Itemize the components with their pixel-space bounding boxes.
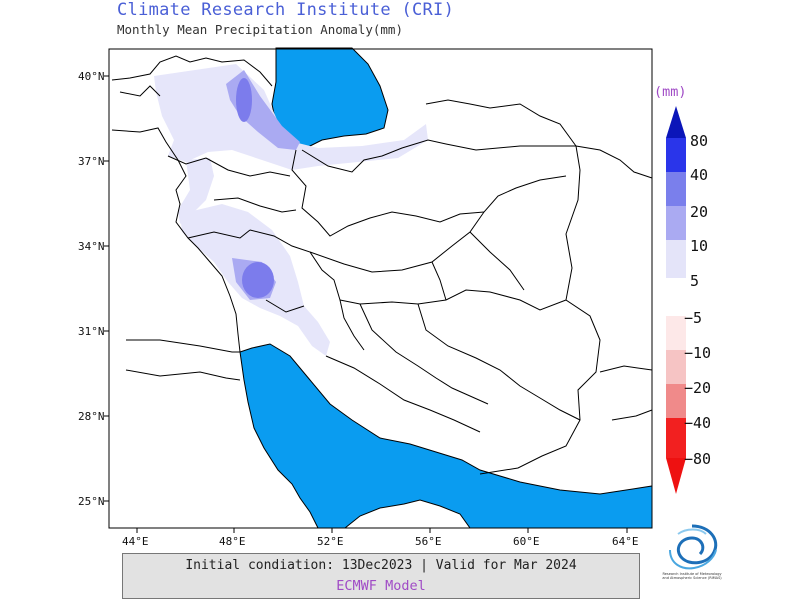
tick-marks	[104, 75, 628, 533]
lat-label-40: 40°N	[78, 70, 105, 83]
model-name: ECMWF Model	[336, 578, 426, 594]
lon-label-48: 48°E	[219, 535, 246, 548]
lat-label-34: 34°N	[78, 240, 105, 253]
colorbar-seg-10	[666, 240, 686, 278]
caspian-sea	[271, 47, 389, 151]
colorbar-label-80: 80	[690, 132, 709, 150]
colorbar-seg-neg20	[666, 384, 686, 418]
forecast-info-box: Initial condiation: 13Dec2023 | Valid fo…	[122, 553, 640, 599]
lon-label-44: 44°E	[122, 535, 149, 548]
lon-label-64: 64°E	[612, 535, 639, 548]
colorbar-label-neg5: −5	[684, 309, 703, 327]
colorbar-label-5: 5	[690, 272, 700, 290]
colorbar-seg-80	[666, 138, 686, 172]
lat-label-25: 25°N	[78, 495, 105, 508]
colorbar-seg-neg5	[666, 316, 686, 350]
map-frame	[108, 48, 653, 529]
colorbar-label-neg80: −80	[684, 450, 712, 468]
lat-label-31: 31°N	[78, 325, 105, 338]
colorbar-seg-neg40	[666, 418, 686, 458]
colorbar-bottom-triangle	[666, 458, 686, 494]
institute-logo: Research Institute of Meteorology and At…	[660, 520, 724, 594]
colorbar-label-40: 40	[690, 166, 709, 184]
colorbar-label-neg40: −40	[684, 414, 712, 432]
colorbar-seg-neg10	[666, 350, 686, 384]
logo-caption: Research Institute of Meteorology and At…	[662, 572, 722, 580]
colorbar-label-neg10: −10	[684, 344, 712, 362]
map-title: Climate Research Institute (CRI)	[117, 0, 455, 20]
colorbar-label-10: 10	[690, 237, 709, 255]
colorbar	[666, 106, 686, 494]
persian-gulf	[239, 343, 653, 529]
map-subtitle: Monthly Mean Precipitation Anomaly(mm)	[117, 22, 403, 37]
colorbar-top-triangle	[666, 106, 686, 138]
lon-label-52: 52°E	[317, 535, 344, 548]
colorbar-seg-40	[666, 172, 686, 206]
colorbar-label-20: 20	[690, 203, 709, 221]
border-lines	[111, 55, 653, 475]
forecast-initial-condition: Initial condiation: 13Dec2023 | Valid fo…	[185, 558, 577, 573]
lon-label-56: 56°E	[415, 535, 442, 548]
colorbar-unit: (mm)	[654, 84, 687, 100]
lat-label-37: 37°N	[78, 155, 105, 168]
anomaly-20mm-region	[236, 78, 274, 298]
lon-label-60: 60°E	[513, 535, 540, 548]
colorbar-label-neg20: −20	[684, 379, 712, 397]
lat-label-28: 28°N	[78, 410, 105, 423]
logo-swirl-icon	[669, 524, 718, 570]
colorbar-seg-20	[666, 206, 686, 240]
